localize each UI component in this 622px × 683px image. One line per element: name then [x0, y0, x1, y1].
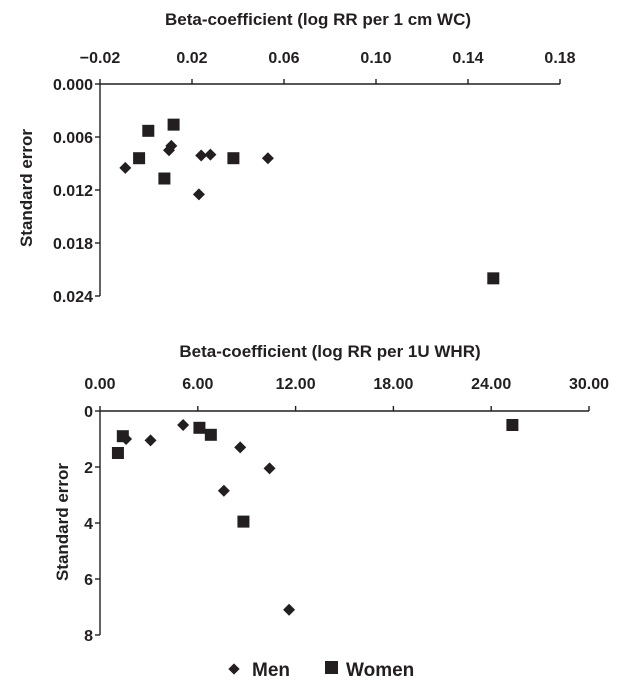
x-tick-label: 0.10 [360, 50, 391, 67]
x-tick-label: 30.00 [569, 376, 609, 393]
x-tick-label: 6.00 [182, 376, 213, 393]
men-point [195, 149, 208, 162]
y-tick-label: 4 [84, 516, 93, 533]
x-tick-label: 24.00 [471, 376, 511, 393]
men-point [234, 441, 247, 454]
men-point [177, 419, 190, 431]
men-point [165, 139, 178, 152]
men-point [283, 603, 296, 616]
x-tick-label: −0.02 [80, 50, 121, 67]
y-tick-label: 0 [84, 404, 93, 421]
y-tick-label: 6 [84, 572, 93, 589]
y-axis-title: Standard error [17, 129, 36, 247]
women-point [142, 124, 155, 137]
women-point [133, 152, 146, 165]
legend-marker-women [325, 661, 338, 674]
x-tick-label: 0.14 [452, 50, 483, 67]
women-point [111, 447, 124, 459]
x-tick-label: 0.06 [268, 50, 299, 67]
women-point [506, 419, 519, 431]
y-axis-title: Standard error [53, 463, 72, 581]
x-tick-label: 12.00 [276, 376, 316, 393]
legend: Men Women [228, 660, 414, 681]
x-tick-label: 0.18 [544, 50, 575, 67]
y-tick-label: 0.024 [53, 289, 93, 306]
men-point [263, 462, 276, 475]
men-point [192, 188, 205, 201]
women-point [167, 118, 180, 131]
x-axis-title: Beta-coefficient (log RR per 1 cm WC) [165, 10, 471, 29]
women-point [487, 272, 500, 285]
women-point [237, 515, 250, 528]
women-point [193, 421, 206, 434]
x-axis-title: Beta-coefficient (log RR per 1U WHR) [179, 342, 480, 361]
x-tick-label: 0.00 [84, 376, 115, 393]
men-point [119, 161, 132, 174]
women-point [116, 430, 129, 443]
legend-label-men: Men [252, 660, 290, 681]
women-point [227, 152, 240, 165]
legend-marker-men [228, 663, 240, 675]
chart-panel-wc: Beta-coefficient (log RR per 1 cm WC) St… [17, 10, 576, 306]
women-point [204, 428, 217, 441]
women-point [158, 172, 171, 185]
y-tick-label: 2 [84, 460, 93, 477]
men-point [261, 152, 274, 165]
men-point [144, 434, 157, 447]
y-tick-label: 0.006 [53, 130, 93, 147]
x-tick-label: 0.02 [176, 50, 207, 67]
y-tick-label: 0.012 [53, 183, 93, 200]
chart-panel-whr: Beta-coefficient (log RR per 1U WHR) Sta… [53, 342, 609, 645]
y-tick-label: 8 [84, 628, 93, 645]
legend-label-women: Women [346, 660, 414, 681]
y-tick-label: 0.000 [53, 77, 93, 94]
men-point [217, 484, 230, 497]
y-tick-label: 0.018 [53, 236, 93, 253]
men-point [204, 148, 217, 161]
x-tick-label: 18.00 [373, 376, 413, 393]
